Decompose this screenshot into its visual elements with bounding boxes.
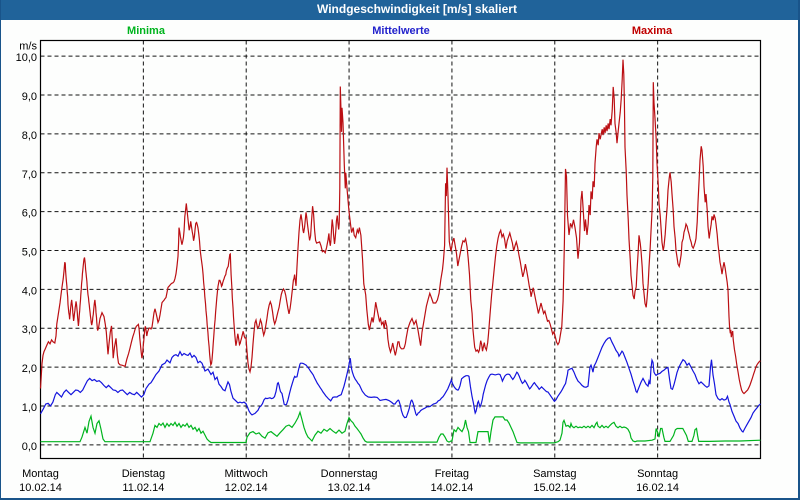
svg-text:Mittwoch: Mittwoch — [224, 468, 267, 480]
svg-text:13.02.14: 13.02.14 — [328, 482, 371, 494]
svg-text:Donnerstag: Donnerstag — [321, 468, 378, 480]
svg-text:2,0: 2,0 — [22, 363, 37, 375]
svg-text:11.02.14: 11.02.14 — [122, 482, 164, 494]
svg-text:10.02.14: 10.02.14 — [19, 482, 62, 494]
svg-text:5,0: 5,0 — [22, 247, 37, 259]
svg-text:m/s: m/s — [19, 41, 37, 53]
svg-text:Samstag: Samstag — [533, 468, 576, 480]
svg-text:4,0: 4,0 — [22, 285, 37, 297]
svg-text:15.02.14: 15.02.14 — [533, 482, 576, 494]
svg-text:Freitag: Freitag — [435, 468, 469, 480]
svg-text:9,0: 9,0 — [22, 91, 37, 103]
svg-text:Dienstag: Dienstag — [122, 468, 165, 480]
svg-text:10,0: 10,0 — [16, 52, 37, 64]
svg-text:3,0: 3,0 — [22, 324, 37, 336]
svg-text:0,0: 0,0 — [22, 441, 37, 453]
svg-text:6,0: 6,0 — [22, 208, 37, 220]
svg-text:7,0: 7,0 — [22, 169, 37, 181]
svg-text:Montag: Montag — [22, 468, 59, 480]
svg-text:16.02.14: 16.02.14 — [636, 482, 679, 494]
svg-text:Sonntag: Sonntag — [637, 468, 678, 480]
svg-text:8,0: 8,0 — [22, 130, 37, 142]
svg-text:14.02.14: 14.02.14 — [430, 482, 473, 494]
svg-text:12.02.14: 12.02.14 — [225, 482, 268, 494]
svg-text:1,0: 1,0 — [22, 402, 37, 414]
